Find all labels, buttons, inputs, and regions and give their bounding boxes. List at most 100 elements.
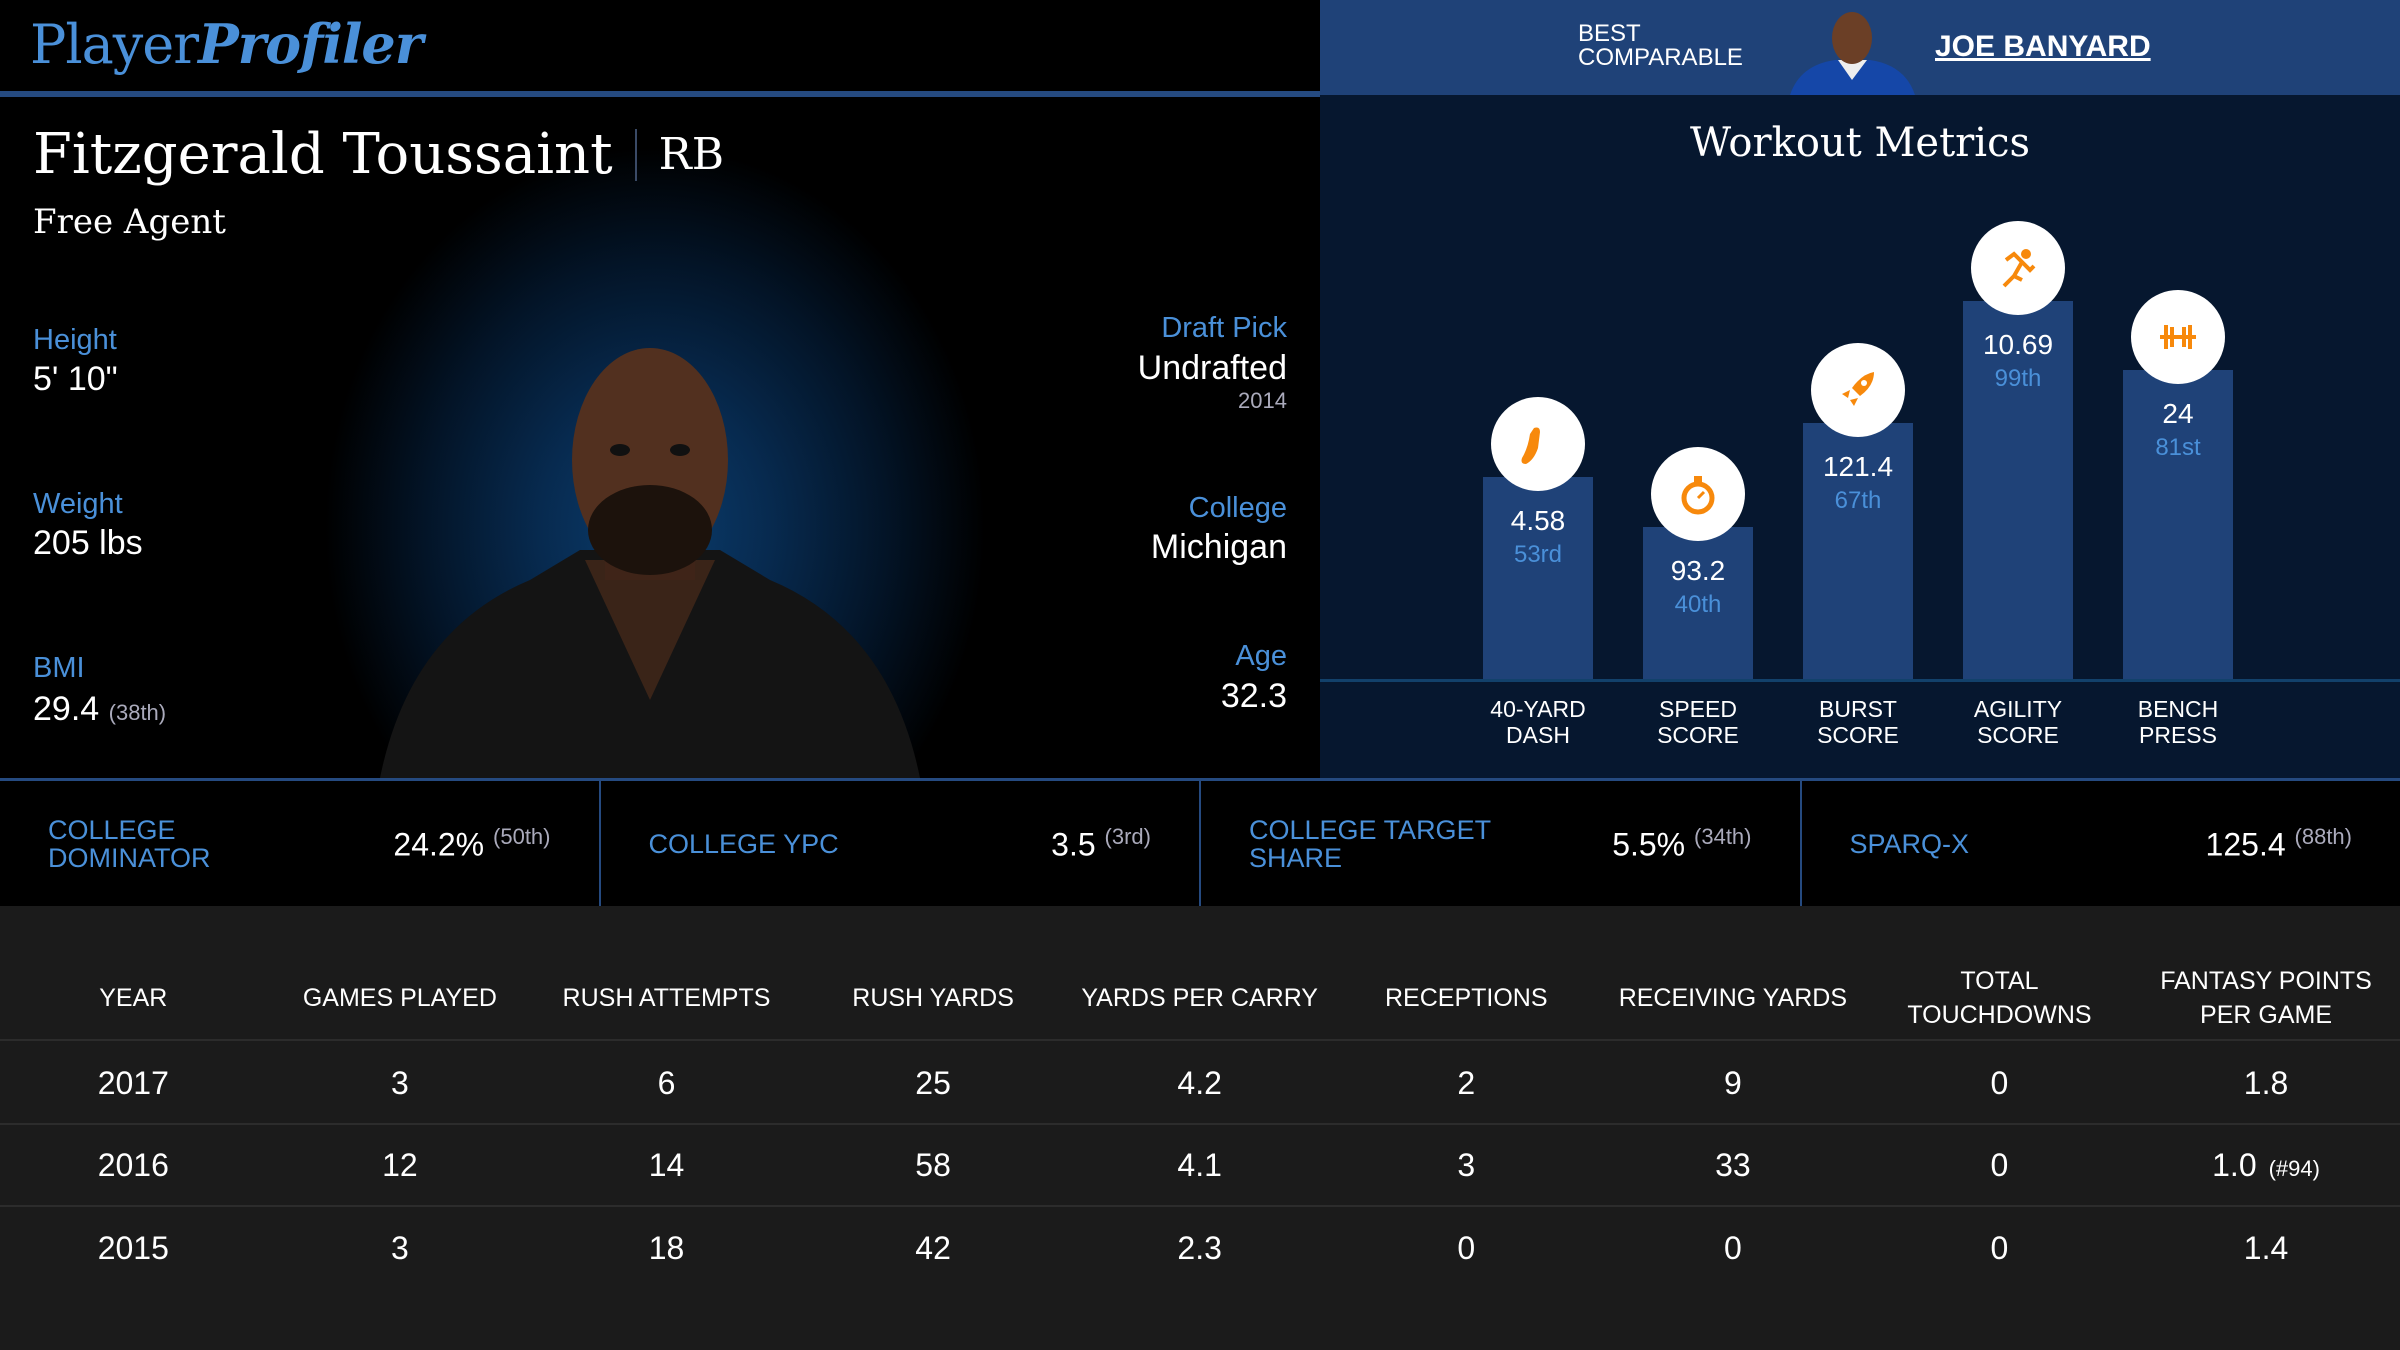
workout-label-line1: BENCH (2137, 696, 2219, 722)
workout-value: 4.58 (1510, 505, 1566, 536)
player-name-heading: Fitzgerald Toussaint RB (33, 122, 724, 187)
table-cell: 14 (533, 1147, 800, 1184)
draft-pick-value: Undrafted (1137, 349, 1287, 387)
college-stat-number: 5.5% (1612, 826, 1686, 863)
cell-value: 1.4 (2243, 1229, 2289, 1266)
workout-value: 93.2 (1670, 554, 1726, 586)
table-cell: 0 (1600, 1230, 1867, 1267)
table-cell: 9 (1600, 1065, 1867, 1102)
college-stats-strip: COLLEGE DOMINATOR 24.2% (50th) COLLEGE YPC… (0, 778, 2400, 906)
table-cell: 3 (267, 1230, 534, 1267)
college-value: Michigan (1150, 528, 1287, 566)
workout-label-line2: SCORE (1977, 722, 2059, 748)
cell-value: 25 (915, 1064, 951, 1101)
draft-year: 2014 (1238, 388, 1287, 413)
workout-label-line1: BURST (1819, 696, 1897, 722)
cell-value: 9 (1723, 1064, 1742, 1101)
college-stat-value: 5.5% (34th) (1612, 824, 1751, 864)
player-headshot (380, 348, 920, 778)
table-cell: 1.4 (2133, 1230, 2400, 1267)
cell-value: 0 (1990, 1064, 2009, 1101)
workout-label-line1: AGILITY (1973, 696, 2063, 722)
college-stat-value: 24.2% (50th) (393, 824, 550, 864)
top-bar (0, 0, 1320, 92)
cell-value: 33 (1715, 1146, 1751, 1183)
shoe-icon (1491, 397, 1585, 491)
logo-text-profiler: Profiler (198, 12, 423, 76)
workout-label-line2: PRESS (2139, 722, 2217, 748)
workout-label: BENCH PRESS (2098, 696, 2258, 748)
cell-value: 2 (1457, 1064, 1476, 1101)
rocket-icon (1811, 343, 1905, 438)
age-value: 32.3 (1220, 677, 1287, 715)
chart-baseline (1320, 679, 2400, 682)
bmi-number: 29.4 (33, 690, 100, 728)
workout-label: BURST SCORE (1778, 696, 1938, 748)
cell-value: 3 (390, 1229, 409, 1266)
workout-bar (1963, 300, 2073, 680)
height-value: 5' 10" (33, 360, 118, 398)
logo-text-player: Player (30, 13, 199, 76)
column-header[interactable]: YARDS PER CARRY (1081, 983, 1318, 1012)
cell-value: 4.2 (1177, 1064, 1222, 1101)
college-stat-number: 125.4 (2205, 826, 2286, 863)
college-stat-value: 125.4 (88th) (2206, 824, 2352, 864)
workout-label-line1: SPEED (1659, 696, 1737, 722)
table-row: 2017 3 6 25 4.2 2 9 0 1.8 (0, 1043, 2400, 1125)
best-comparable-label: BEST COMPARABLE (1578, 22, 1743, 70)
bmi-rank: (38th) (108, 700, 167, 725)
cell-value: 4.1 (1177, 1146, 1222, 1183)
cell-value: 2017 (97, 1064, 169, 1101)
comparable-headshot (1790, 12, 1915, 95)
column-header[interactable]: FANTASY POINTS PER GAME (2160, 966, 2372, 1029)
stopwatch-icon (1651, 446, 1745, 541)
college-stat-label: SPARQ-X (1849, 828, 1970, 859)
season-stats-table: YEAR GAMES PLAYED RUSH ATTEMPTS RUSH YARDS Y… (0, 906, 2400, 1350)
weight-value: 205 lbs (33, 524, 143, 562)
cell-value: 3 (390, 1064, 409, 1101)
table-cell: 0 (1866, 1230, 2133, 1267)
workout-value: 24 (2162, 397, 2194, 429)
cell-value: 14 (648, 1146, 685, 1183)
cell-value: 12 (382, 1146, 418, 1183)
college-stat-rank: (34th) (1694, 823, 1752, 849)
workout-label-line2: SCORE (1817, 722, 1899, 748)
cell-value: 1.8 (2243, 1064, 2289, 1101)
divider (0, 91, 1320, 97)
college-stat-cell: COLLEGE TARGET SHARE 5.5% (34th) (1201, 781, 1802, 906)
table-cell: 33 (1600, 1147, 1867, 1184)
workout-label-line2: SCORE (1657, 722, 1739, 748)
column-header[interactable]: GAMES PLAYED (302, 983, 497, 1012)
workout-percentile: 81st (2155, 433, 2201, 461)
table-cell: 18 (533, 1230, 800, 1267)
column-header[interactable]: RECEIVING YARDS (1618, 983, 1847, 1012)
column-header[interactable]: RECEPTIONS (1385, 983, 1548, 1012)
table-cell: 4.2 (1066, 1065, 1333, 1102)
column-header[interactable]: RUSH YARDS (852, 983, 1014, 1012)
best-label-line2: COMPARABLE (1578, 44, 1743, 71)
workout-percentile: 99th (1994, 364, 2042, 392)
runner-icon (1971, 220, 2065, 315)
weight-label: Weight (33, 488, 123, 520)
cell-value: 2016 (97, 1146, 169, 1183)
comparable-player-link[interactable]: JOE BANYARD (1935, 30, 2151, 63)
table-cell: 2.3 (1066, 1230, 1333, 1267)
playerprofiler-logo[interactable]: PlayerProfiler (30, 12, 423, 76)
workout-percentile: 40th (1674, 590, 1722, 618)
college-stat-label: COLLEGE TARGET SHARE (1249, 814, 1491, 873)
column-header[interactable]: RUSH ATTEMPTS (562, 983, 771, 1012)
column-header[interactable]: TOTAL TOUCHDOWNS (1907, 966, 2092, 1029)
table-cell: 0 (1333, 1230, 1600, 1267)
college-stat-value: 3.5 (3rd) (1051, 824, 1151, 864)
height-label: Height (33, 324, 117, 356)
column-header[interactable]: YEAR (99, 983, 168, 1012)
cell-value: 0 (1457, 1229, 1476, 1266)
college-stat-rank: (88th) (2294, 823, 2352, 849)
workout-metrics-title: Workout Metrics (1689, 120, 2031, 166)
college-label: College (1188, 492, 1287, 524)
college-stat-rank: (50th) (493, 823, 551, 849)
table-cell: 2017 (0, 1065, 267, 1102)
cell-value: 2015 (97, 1229, 169, 1266)
cell-value: 18 (648, 1229, 685, 1266)
workout-label: SPEED SCORE (1618, 696, 1778, 748)
